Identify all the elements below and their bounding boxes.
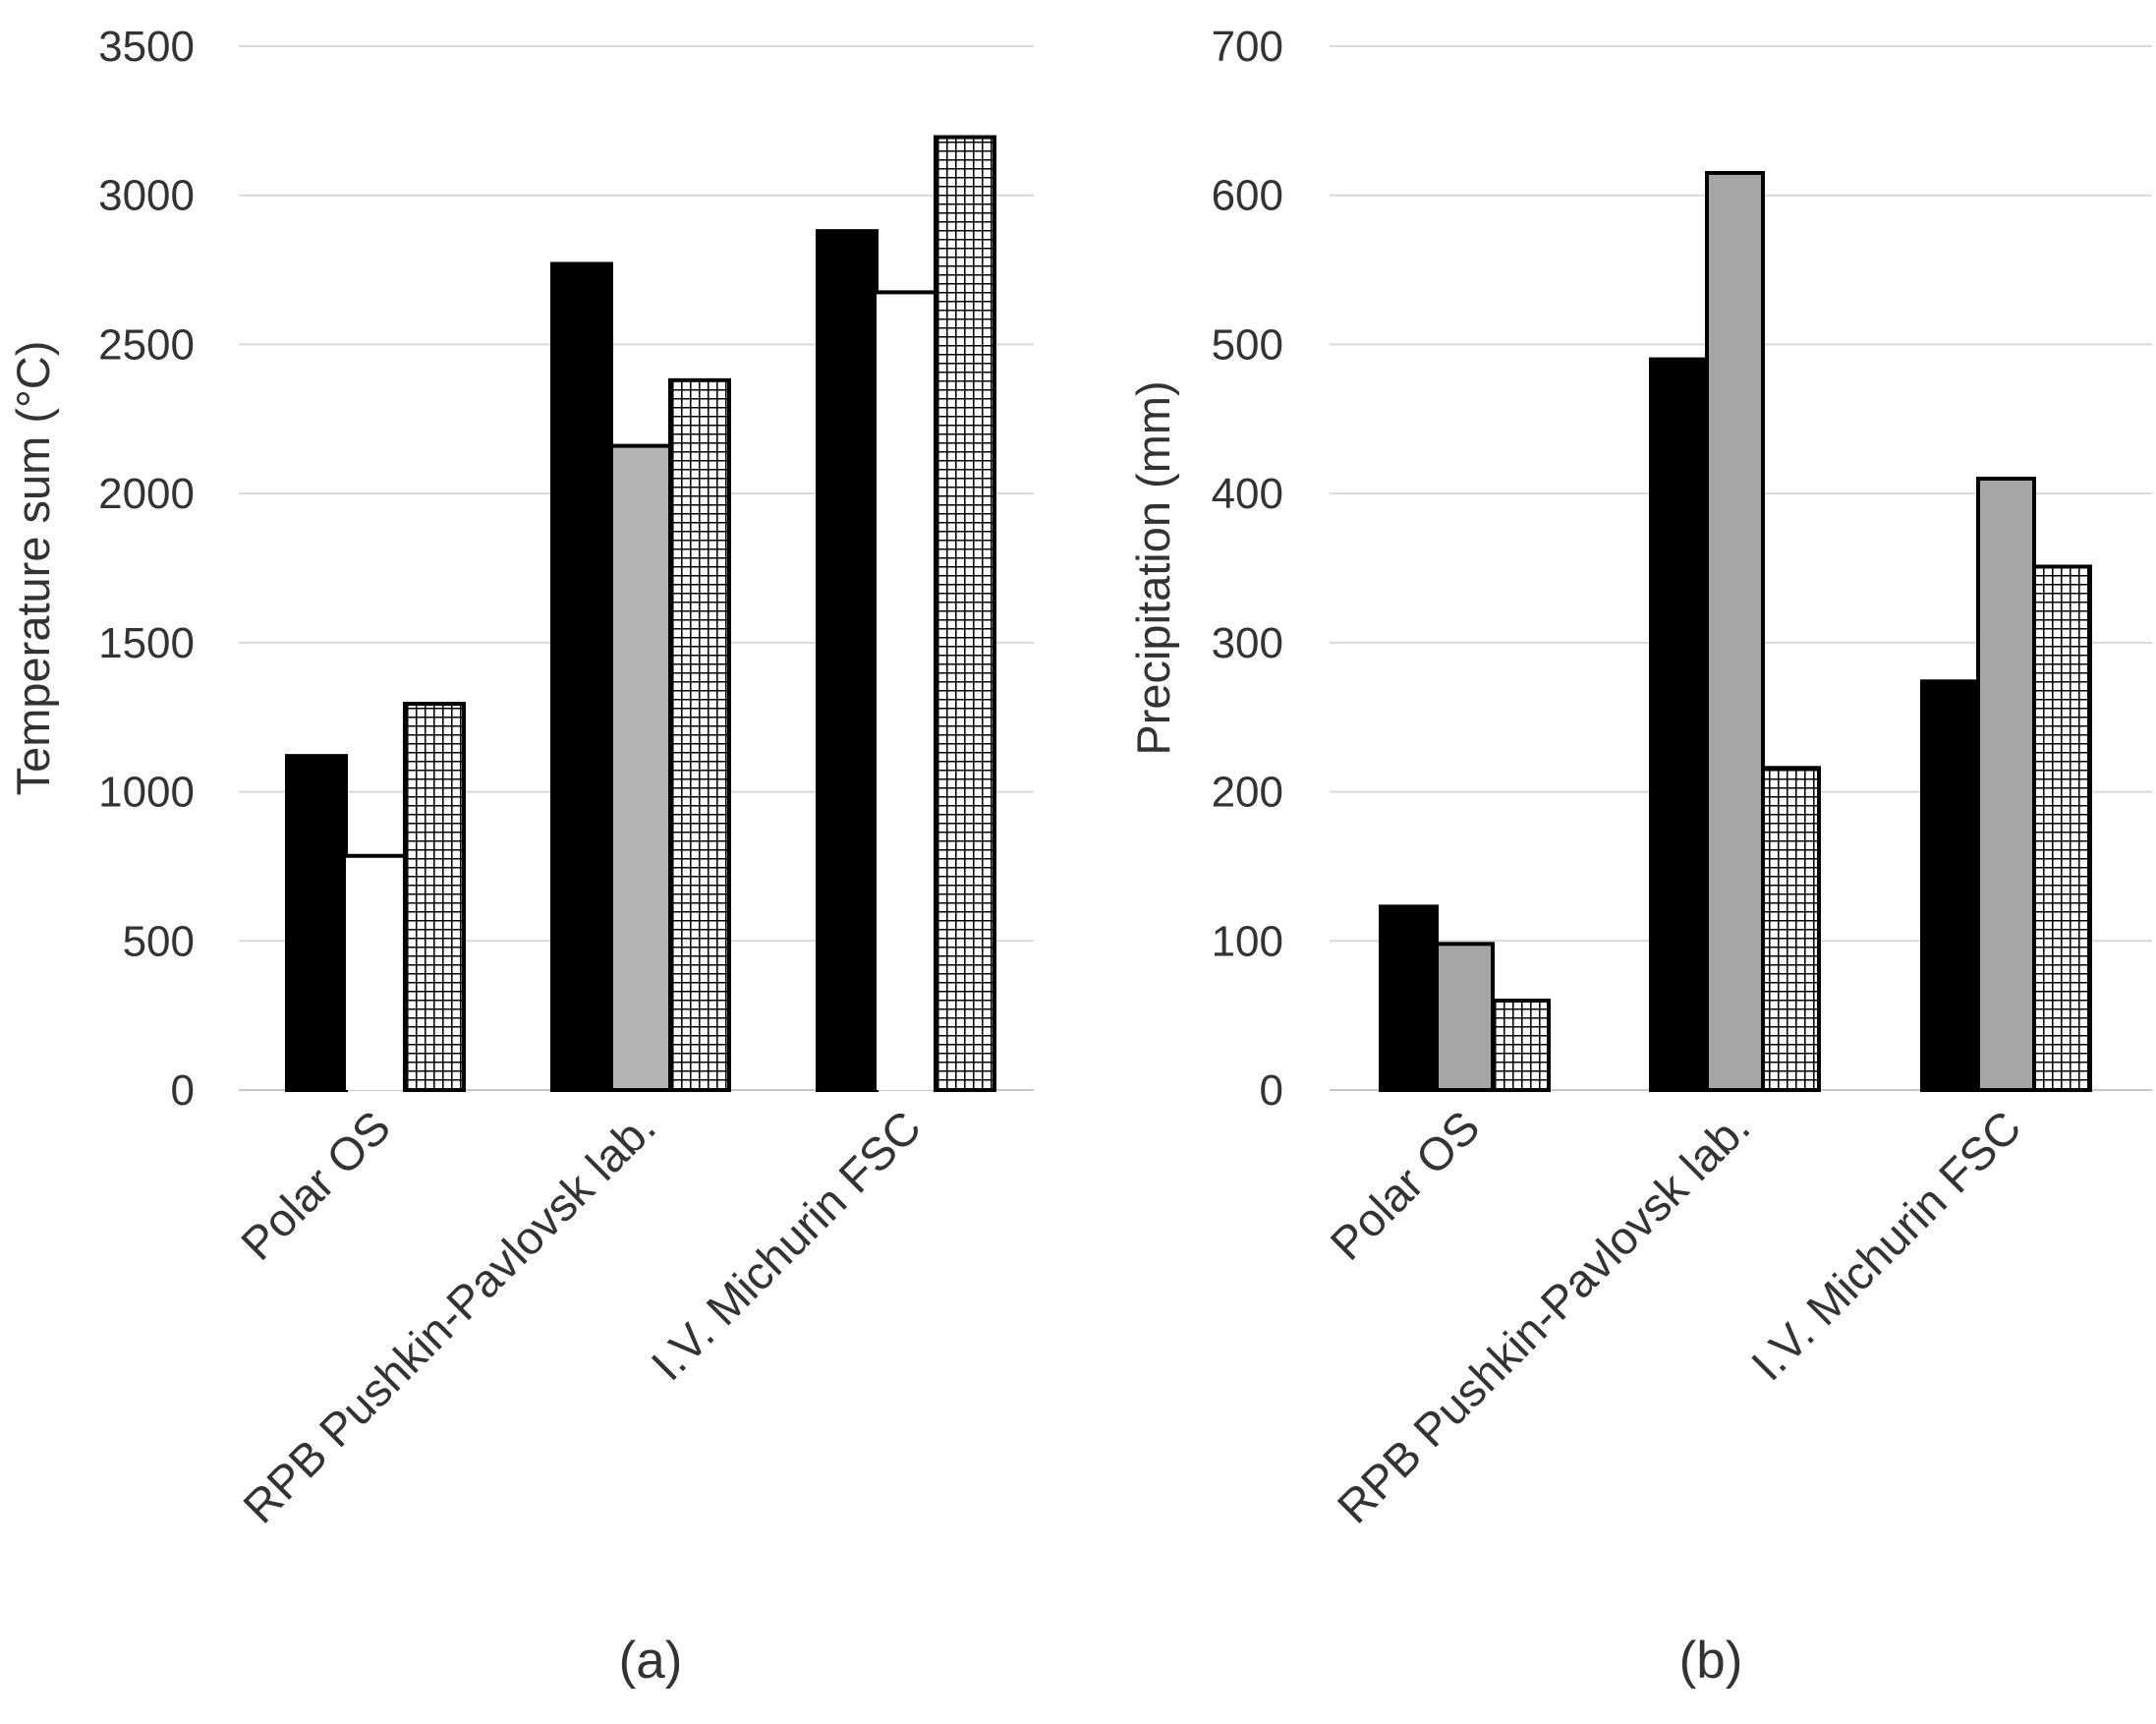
bar-s2-1 [1435,942,1495,1092]
y-axis-title: Precipitation (mm) [1127,380,1179,755]
y-tick-label: 0 [171,1066,195,1115]
panel-label: (a) [619,1632,683,1690]
bar-s2-3 [1976,476,2036,1092]
category-label: Polar OS [1320,1101,1489,1270]
bar-s3-1 [403,702,466,1092]
bar-s3-3 [2032,564,2092,1092]
category-label: I.V. Michurin FSC [1741,1101,2031,1391]
bar-s3-2 [1761,766,1821,1092]
y-tick-label: 3000 [98,172,195,220]
y-tick-label: 2500 [98,320,195,369]
y-tick-label: 200 [1212,769,1283,817]
bar-s2-3 [877,292,936,1090]
bar-s3-2 [668,377,731,1092]
bar-s1-2 [550,261,613,1092]
y-tick-label: 500 [123,917,195,965]
panel-label: (b) [1679,1632,1743,1690]
bar-s2-1 [346,855,405,1090]
y-tick-label: 100 [1212,917,1283,965]
y-tick-label: 2000 [98,470,195,518]
y-tick-label: 1500 [98,619,195,667]
bar-s1-3 [1920,679,1980,1092]
y-tick-label: 1000 [98,769,195,817]
category-label: I.V. Michurin FSC [641,1101,931,1391]
bar-s1-1 [1379,904,1439,1092]
y-tick-label: 0 [1260,1066,1283,1115]
y-tick-label: 600 [1212,172,1283,220]
y-tick-label: 300 [1212,619,1283,667]
bar-s2-2 [609,443,672,1092]
bar-s1-2 [1649,357,1709,1093]
bar-s3-3 [934,135,996,1092]
bar-s2-2 [1705,170,1765,1092]
bar-s1-3 [816,229,879,1092]
y-tick-label: 700 [1212,23,1283,71]
category-label: Polar OS [231,1101,400,1270]
bar-s3-1 [1491,998,1551,1093]
y-tick-label: 500 [1212,320,1283,369]
bar-s1-1 [285,754,348,1092]
y-tick-label: 400 [1212,470,1283,518]
y-tick-label: 3500 [98,23,195,71]
y-axis-title: Temperature sum (°C) [7,341,59,796]
